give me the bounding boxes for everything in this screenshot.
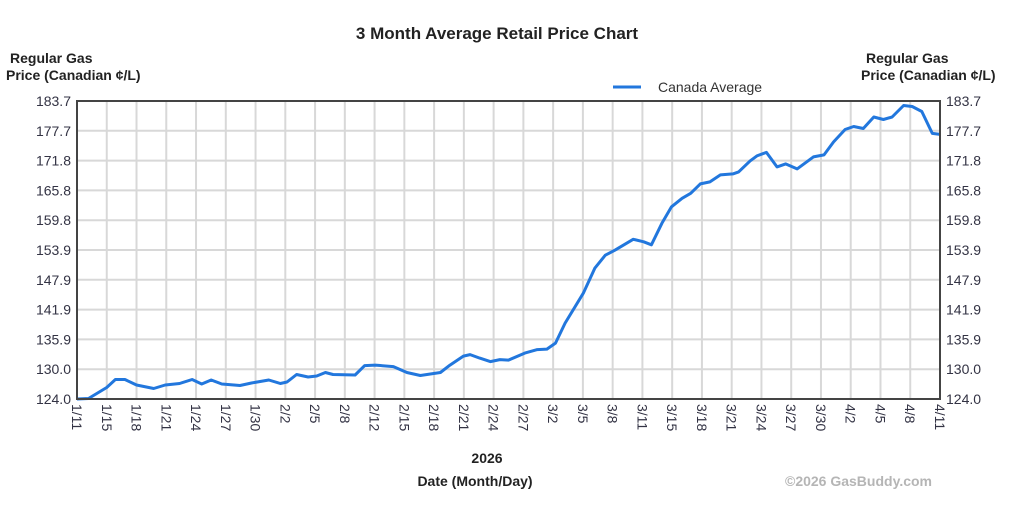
x-tick-label: 2/2: [277, 404, 293, 424]
y-tick-label-right: 141.9: [946, 302, 981, 318]
y-tick-label-right: 177.7: [946, 123, 981, 139]
y-tick-label-left: 141.9: [36, 302, 71, 318]
y-tick-label-right: 183.7: [946, 93, 981, 109]
plot-frame: [76, 100, 941, 400]
x-tick-label: 2/12: [367, 404, 383, 431]
x-tick-label: 3/27: [783, 404, 799, 431]
y-axis-label-left-line2: Price (Canadian ¢/L): [6, 67, 141, 83]
y-ticks: 124.0 124.0 130.0 130.0 135.9 135.9 141.9 141.9…: [36, 93, 981, 407]
x-tick-label: 3/24: [753, 404, 769, 431]
x-tick-label: 2/27: [515, 404, 531, 431]
y-tick-label-left: 165.8: [36, 182, 71, 198]
y-tick-label-left: 159.8: [36, 212, 71, 228]
y-axis-label-left-line1: Regular Gas: [10, 50, 93, 66]
series-line-canada-average: [76, 104, 941, 401]
x-tick-label: 4/2: [843, 404, 859, 424]
x-tick-label: 3/30: [813, 404, 829, 431]
y-tick-label-left: 171.8: [36, 153, 71, 169]
x-tick-label: 3/21: [724, 404, 740, 431]
grid: [76, 100, 941, 400]
y-tick-label-left: 147.9: [36, 272, 71, 288]
x-tick-label: 1/24: [188, 404, 204, 431]
y-tick-label-right: 130.0: [946, 361, 981, 377]
x-tick-label: 1/21: [158, 404, 174, 431]
x-ticks: 1/11 1/15 1/18 1/21 1/24 1/27 1/30 2/2 2/5 2/8 2/1…: [69, 404, 948, 431]
y-tick-label-right: 165.8: [946, 182, 981, 198]
chart-title: 3 Month Average Retail Price Chart: [356, 24, 638, 43]
y-axis-label-right-line2: Price (Canadian ¢/L): [861, 67, 996, 83]
x-tick-label: 3/15: [664, 404, 680, 431]
y-tick-label-left: 153.9: [36, 242, 71, 258]
x-tick-label: 1/18: [129, 404, 145, 431]
x-tick-label: 2/24: [486, 404, 502, 431]
y-axis-label-right-line1: Regular Gas: [866, 50, 949, 66]
y-tick-label-right: 153.9: [946, 242, 981, 258]
y-tick-label-left: 177.7: [36, 123, 71, 139]
x-axis-year: 2026: [471, 450, 502, 466]
x-tick-label: 2/8: [337, 404, 353, 424]
y-tick-label-left: 135.9: [36, 331, 71, 347]
x-tick-label: 4/8: [902, 404, 918, 424]
x-tick-label: 3/18: [694, 404, 710, 431]
x-tick-label: 4/11: [932, 404, 948, 430]
x-tick-label: 3/11: [634, 404, 650, 430]
x-tick-label: 2/18: [426, 404, 442, 431]
y-tick-label-left: 124.0: [36, 391, 71, 407]
copyright: ©2026 GasBuddy.com: [785, 473, 932, 489]
x-tick-label: 1/11: [69, 404, 85, 430]
x-tick-label: 2/15: [396, 404, 412, 431]
y-tick-label-right: 135.9: [946, 331, 981, 347]
x-tick-label: 1/30: [248, 404, 264, 431]
x-tick-label: 2/5: [307, 404, 323, 424]
x-tick-label: 4/5: [872, 404, 888, 424]
y-tick-label-right: 171.8: [946, 153, 981, 169]
x-tick-label: 3/5: [575, 404, 591, 424]
legend-label: Canada Average: [658, 79, 762, 95]
x-tick-label: 1/15: [99, 404, 115, 431]
x-axis-label: Date (Month/Day): [417, 473, 532, 489]
y-tick-label-left: 130.0: [36, 361, 71, 377]
y-tick-label-right: 159.8: [946, 212, 981, 228]
x-tick-label: 1/27: [218, 404, 234, 431]
x-tick-label: 3/8: [605, 404, 621, 424]
y-tick-label-left: 183.7: [36, 93, 71, 109]
y-tick-label-right: 124.0: [946, 391, 981, 407]
y-tick-label-right: 147.9: [946, 272, 981, 288]
x-tick-label: 2/21: [456, 404, 472, 431]
x-tick-label: 3/2: [545, 404, 561, 424]
